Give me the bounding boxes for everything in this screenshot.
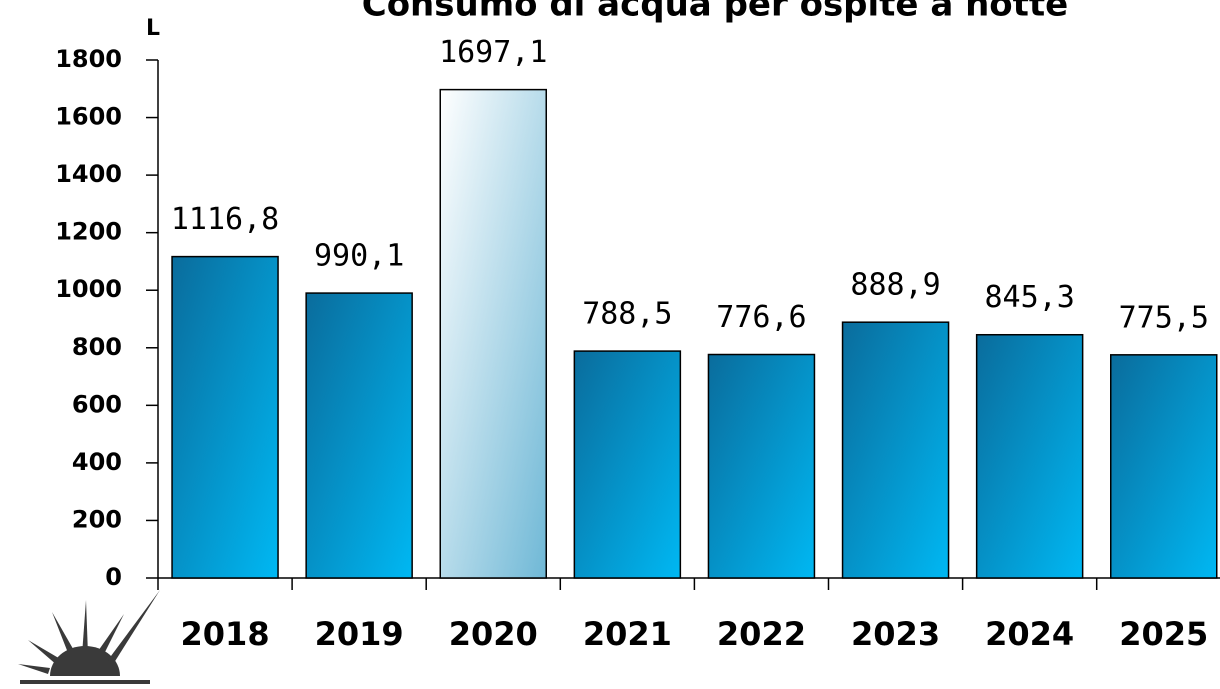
logo-ray [28,640,62,666]
logo-ray [18,664,50,674]
y-tick-label: 200 [72,505,122,533]
value-label: 776,6 [716,300,806,335]
logo-ray [52,612,76,658]
value-label: 888,9 [850,268,940,303]
x-tick-label: 2024 [985,615,1074,653]
y-tick-label: 800 [72,333,122,361]
value-label: 845,3 [984,280,1074,315]
value-label: 990,1 [314,239,404,274]
x-tick-label: 2023 [851,615,940,653]
bar [841,321,950,579]
x-tick-label: 2019 [315,615,404,653]
x-tick-label: 2020 [449,615,538,653]
bar [1110,354,1218,579]
bar [573,350,682,579]
bar [707,353,816,579]
bar [975,333,1084,579]
bar [171,255,279,579]
chart-title: Consumo di acqua per ospite a notte [362,0,1068,25]
logo-ray [108,590,160,666]
value-label: 788,5 [582,297,672,332]
y-tick-label: 0 [105,563,122,591]
x-tick-label: 2022 [717,615,806,653]
logo-ray [82,600,88,655]
bar [305,292,413,579]
y-tick-label: 1000 [55,275,122,303]
value-label: 1697,1 [439,35,547,70]
logo-ray [96,614,124,658]
y-tick-label: 1600 [55,103,122,131]
y-axis-label: L [146,16,160,41]
bar [439,88,547,579]
y-tick-label: 1200 [55,218,122,246]
x-tick-label: 2018 [181,615,270,653]
y-tick-label: 400 [72,448,122,476]
y-tick-label: 600 [72,390,122,418]
logo [18,590,160,684]
y-tick-label: 1800 [55,45,122,73]
y-tick-label: 1400 [55,160,122,188]
value-label: 1116,8 [171,202,279,237]
logo-base [20,680,150,684]
x-tick-label: 2025 [1119,615,1208,653]
value-label: 775,5 [1119,300,1209,335]
x-tick-label: 2021 [583,615,672,653]
